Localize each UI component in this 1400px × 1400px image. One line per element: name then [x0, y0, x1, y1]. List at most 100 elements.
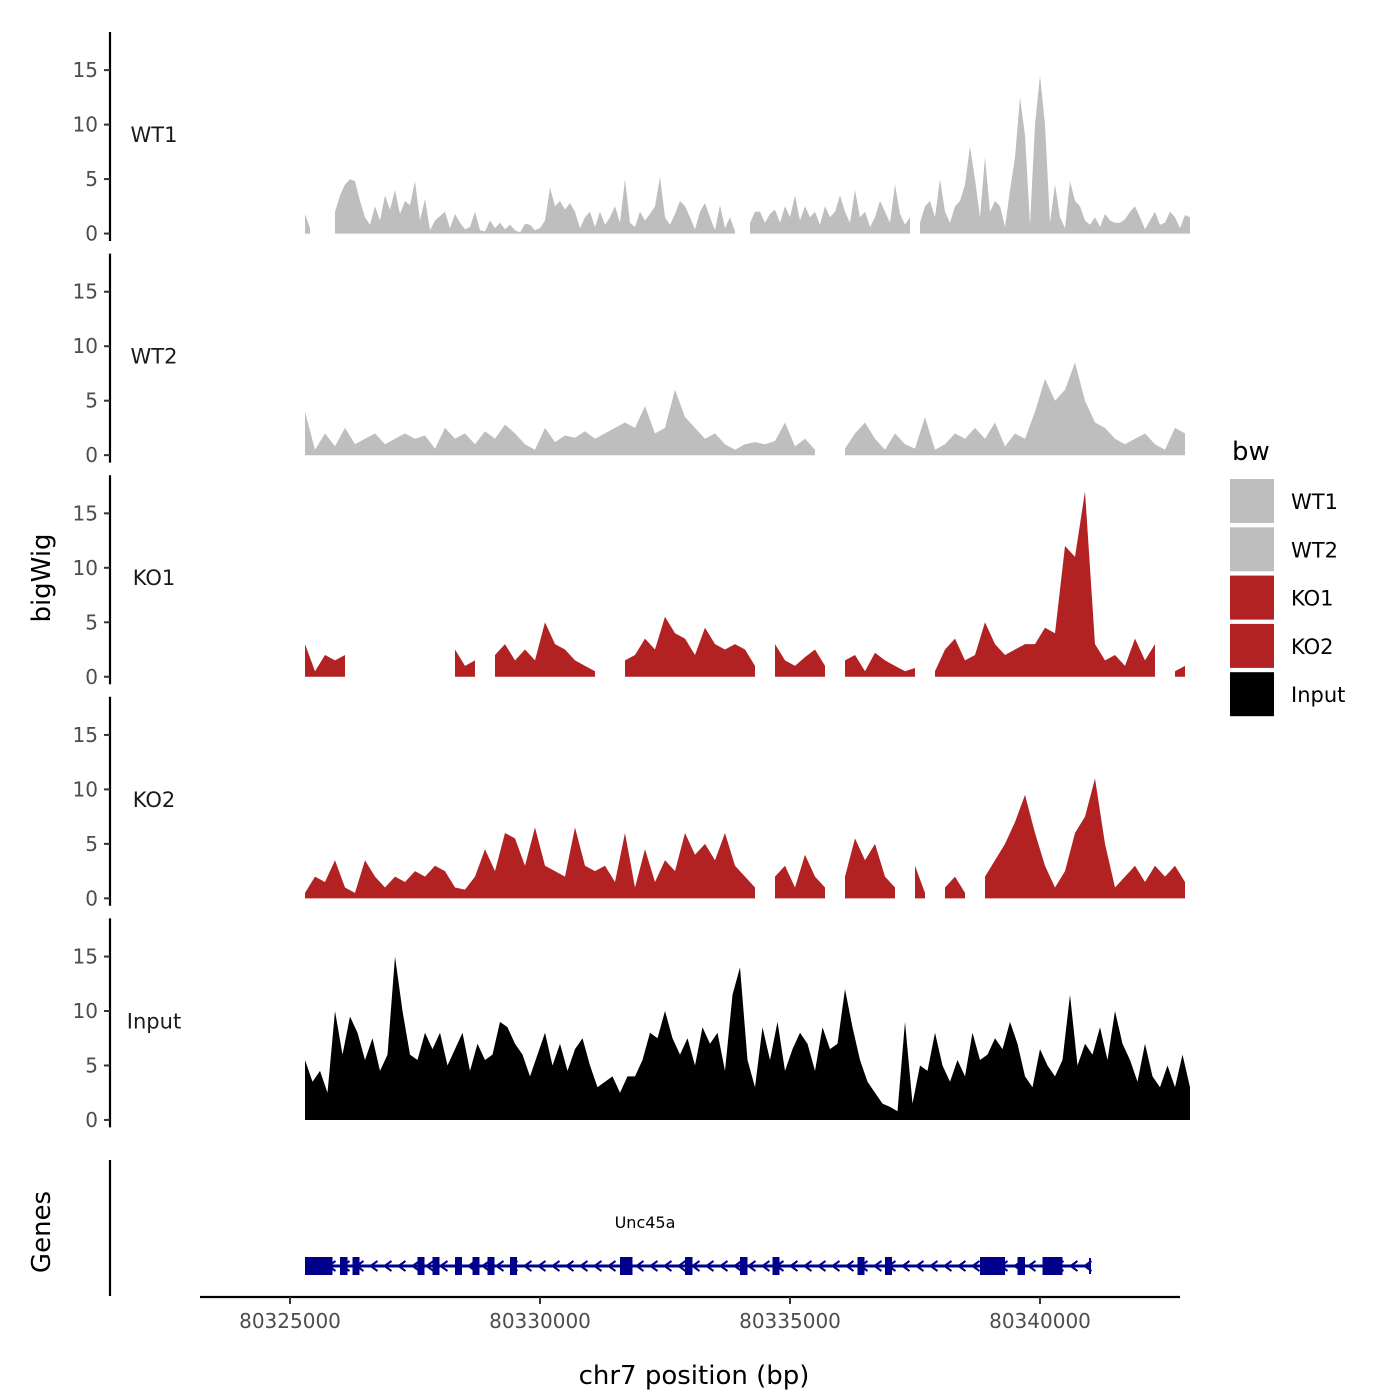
genes-axis-title: Genes — [27, 1191, 57, 1273]
legend: bw WT1 WT2 KO1 KO2 Input — [1230, 437, 1345, 717]
strand-arrow — [480, 1260, 491, 1272]
y-tick-label: 10 — [73, 556, 98, 580]
strand-arrow — [648, 1260, 659, 1272]
exon-block — [620, 1257, 633, 1275]
strand-arrow — [396, 1260, 407, 1272]
strand-arrow — [424, 1260, 435, 1272]
x-tick-label: 80335000 — [739, 1309, 841, 1333]
exon-block — [1042, 1257, 1063, 1275]
strand-arrow — [1026, 1260, 1037, 1272]
x-axis-title: chr7 position (bp) — [579, 1361, 810, 1391]
exon-block — [487, 1257, 495, 1275]
strand-arrow — [522, 1260, 533, 1272]
strand-arrow — [900, 1260, 911, 1272]
strand-arrow — [746, 1260, 757, 1272]
area-ko1-segment — [305, 644, 345, 677]
gene-track — [108, 1160, 1093, 1296]
area-ko1-segment — [455, 649, 475, 677]
strand-arrow — [802, 1260, 813, 1272]
strand-arrow — [676, 1260, 687, 1272]
strand-arrow — [970, 1260, 981, 1272]
strand-arrow — [536, 1260, 547, 1272]
y-tick-label: 0 — [85, 222, 98, 246]
strand-arrow — [634, 1260, 645, 1272]
area-wt1-segment — [920, 75, 1190, 234]
strand-arrow — [438, 1260, 449, 1272]
exon-block — [980, 1257, 1005, 1275]
strand-arrow — [788, 1260, 799, 1272]
area-ko2-segment — [915, 865, 925, 899]
exon-block — [1017, 1257, 1025, 1275]
strand-arrow — [550, 1260, 561, 1272]
track-label: WT1 — [131, 123, 178, 147]
area-ko1-segment — [775, 644, 825, 677]
strand-arrow — [928, 1260, 939, 1272]
area-wt1-segment — [335, 176, 735, 234]
area-wt1-segment — [305, 213, 310, 234]
exon-block — [455, 1257, 462, 1275]
strand-arrow — [914, 1260, 925, 1272]
legend-swatch-input — [1230, 672, 1274, 717]
y-tick-label: 10 — [73, 777, 98, 801]
exon-block — [340, 1257, 348, 1275]
strand-arrow — [368, 1260, 379, 1272]
y-tick-label: 0 — [85, 1108, 98, 1132]
strand-arrow — [1068, 1260, 1079, 1272]
legend-swatch-ko1 — [1230, 575, 1274, 620]
strand-arrow — [718, 1260, 729, 1272]
exon-block — [432, 1257, 440, 1275]
y-axis-title: bigWig — [27, 533, 57, 622]
y-tick-label: 15 — [73, 501, 98, 525]
area-ko2-segment — [305, 827, 755, 899]
track-wt2: 0 5 10 15 WT2 — [73, 253, 1185, 467]
strand-arrow — [606, 1260, 617, 1272]
exon-block — [352, 1257, 360, 1275]
strand-arrow — [816, 1260, 827, 1272]
track-label: KO1 — [133, 566, 176, 590]
y-tick-label: 5 — [85, 167, 98, 191]
area-wt2-segment — [305, 389, 815, 456]
strand-arrow — [844, 1260, 855, 1272]
exon-block — [417, 1257, 425, 1275]
area-ko2-segment — [985, 778, 1185, 899]
y-tick-label: 10 — [73, 334, 98, 358]
exon-block — [857, 1257, 865, 1275]
x-axis: 80325000 80330000 80335000 80340000 — [200, 1295, 1180, 1333]
track-ko1: 0 5 10 15 KO1 — [73, 475, 1185, 689]
strand-arrow — [760, 1260, 771, 1272]
y-tick-label: 0 — [85, 886, 98, 910]
area-ko1-segment — [845, 652, 915, 677]
area-ko1-segment — [495, 622, 595, 677]
legend-label-wt1: WT1 — [1291, 490, 1338, 514]
legend-swatch-wt1 — [1230, 479, 1274, 523]
area-ko2-segment — [775, 854, 825, 899]
y-tick-label: 5 — [85, 610, 98, 634]
gene-label: Unc45a — [615, 1213, 676, 1232]
track-input: 0 5 10 15 Input — [73, 918, 1190, 1132]
track-wt1: 0 5 10 15 WT1 — [73, 32, 1190, 246]
x-tick-label: 80325000 — [239, 1309, 341, 1333]
legend-label-ko1: KO1 — [1291, 587, 1334, 611]
strand-arrow — [494, 1260, 505, 1272]
y-tick-label: 15 — [73, 945, 98, 969]
y-tick-label: 5 — [85, 832, 98, 856]
strand-arrow — [704, 1260, 715, 1272]
area-ko1-segment — [935, 491, 1155, 677]
y-tick-label: 0 — [85, 665, 98, 689]
y-tick-label: 0 — [85, 443, 98, 467]
track-label: KO2 — [133, 788, 176, 812]
legend-label-input: Input — [1291, 683, 1345, 707]
strand-arrow — [592, 1260, 603, 1272]
legend-label-wt2: WT2 — [1291, 538, 1338, 562]
area-wt1-segment — [750, 184, 910, 234]
x-tick-label: 80340000 — [989, 1309, 1091, 1333]
y-tick-label: 5 — [85, 389, 98, 413]
strand-arrow — [872, 1260, 883, 1272]
track-label: WT2 — [131, 345, 178, 369]
track-ko2: 0 5 10 15 KO2 — [73, 696, 1185, 910]
y-tick-label: 10 — [73, 113, 98, 137]
strand-arrow — [410, 1260, 421, 1272]
area-ko2-segment — [945, 876, 965, 899]
legend-swatch-ko2 — [1230, 623, 1274, 668]
